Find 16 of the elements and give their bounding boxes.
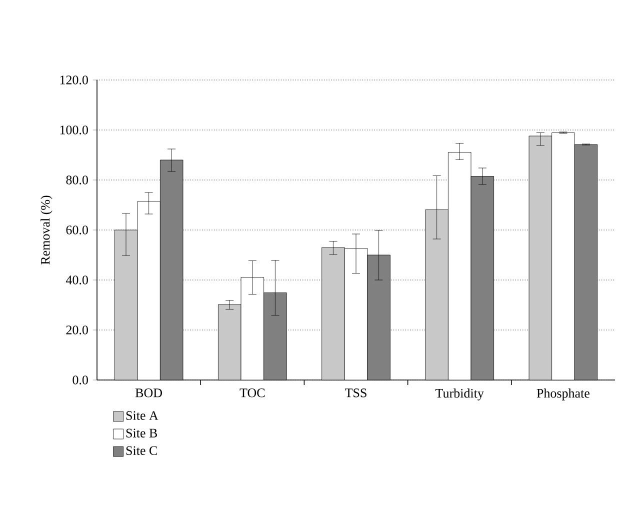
y-tick-label: 0.0 (72, 376, 88, 384)
legend-label: Site B (126, 428, 158, 438)
x-tick-label: Phosphate (536, 388, 590, 400)
y-axis-title: Removal (%) (40, 196, 52, 264)
y-tick-label: 100.0 (60, 126, 88, 134)
x-tick-label: TOC (240, 388, 265, 398)
legend-label: Site A (126, 411, 158, 420)
x-tick-label: TSS (345, 388, 366, 398)
y-tick-label: 40.0 (66, 276, 88, 284)
legend-label: Site C (126, 446, 157, 455)
x-tick-label: Turbidity (436, 388, 484, 400)
y-tick-label: 60.0 (66, 226, 88, 234)
x-tick-label: BOD (135, 388, 162, 398)
y-tick-label: 120.0 (60, 76, 88, 84)
y-tick-label: 80.0 (66, 176, 88, 184)
y-tick-label: 20.0 (66, 326, 88, 334)
